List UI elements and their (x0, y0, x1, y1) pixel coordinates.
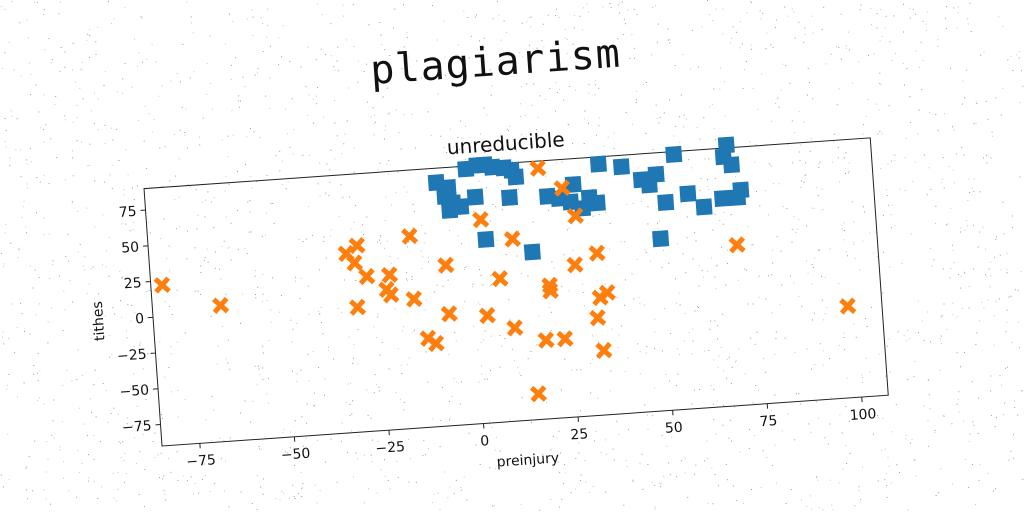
data-point-square (589, 155, 607, 173)
data-point-x (348, 298, 367, 316)
data-point-x (506, 319, 524, 337)
data-point-square (679, 185, 697, 203)
y-axis-ticks: −75 −50 −25 0 25 50 75 (117, 204, 161, 436)
x-tick-label: 75 (759, 413, 778, 430)
data-point-x (212, 296, 230, 314)
data-point-x (153, 276, 171, 294)
data-point-x (541, 282, 559, 300)
data-point-x (405, 290, 423, 308)
data-point-square (452, 198, 470, 216)
data-point-x (348, 236, 366, 255)
data-point-x (345, 254, 364, 272)
data-point-x (728, 236, 746, 254)
data-point-square (647, 165, 665, 183)
x-tick-label: −50 (280, 446, 311, 464)
y-axis-label: tithes (90, 301, 109, 342)
scatter-points (153, 136, 857, 403)
data-point-x (589, 309, 607, 327)
x-tick-label: 50 (664, 420, 683, 437)
x-tick-label: −25 (375, 439, 406, 457)
x-tick-label: 100 (849, 406, 877, 424)
data-point-x (537, 331, 555, 349)
data-point-x (598, 284, 616, 302)
data-point-square (713, 189, 731, 208)
data-point-square (722, 156, 741, 174)
chart-title: unreducible (446, 127, 565, 159)
y-tick-label: −50 (119, 382, 150, 400)
data-point-square (695, 198, 713, 216)
data-point-x (380, 266, 399, 284)
data-point-x (382, 286, 400, 304)
y-tick-label: 25 (123, 275, 142, 292)
chart-rotated-group: unreducible −75 −50 −25 0 25 50 75 100 −75 −50 −2… (90, 127, 889, 471)
data-point-x (472, 211, 490, 229)
data-point-square (466, 188, 484, 206)
x-tick-label: −75 (186, 452, 217, 470)
data-point-x (588, 244, 606, 262)
y-tick-label: 50 (121, 239, 140, 256)
data-point-x (503, 230, 522, 248)
data-point-x (529, 385, 548, 403)
data-point-x (440, 305, 458, 323)
data-point-square (652, 230, 670, 248)
data-point-square (564, 175, 582, 194)
data-point-square (717, 136, 735, 154)
data-point-square (657, 193, 675, 211)
data-point-square (500, 189, 519, 207)
x-tick-label: 25 (570, 426, 589, 443)
y-tick-label: −75 (122, 418, 153, 436)
y-tick-label: 75 (118, 204, 137, 221)
data-point-x (556, 330, 574, 348)
data-point-x (839, 297, 857, 315)
data-point-square (477, 230, 495, 248)
data-point-x (427, 334, 445, 353)
data-point-x (595, 341, 613, 360)
data-point-x (553, 179, 571, 197)
data-point-square (507, 168, 525, 186)
x-axis-ticks: −75 −50 −25 0 25 50 75 100 (186, 397, 877, 470)
data-point-square (665, 145, 683, 164)
data-point-x (529, 159, 547, 177)
data-point-x (437, 256, 455, 274)
data-point-x (566, 207, 585, 225)
y-tick-label: 0 (135, 311, 145, 328)
x-tick-label: 0 (480, 433, 490, 450)
data-point-x (566, 256, 584, 274)
data-point-square (612, 158, 630, 176)
data-point-x (491, 270, 509, 288)
data-point-square (732, 181, 750, 199)
y-tick-label: −25 (117, 347, 148, 365)
data-point-square (588, 194, 606, 212)
data-point-x (401, 227, 419, 245)
x-axis-label: preinjury (496, 450, 559, 470)
data-point-x (358, 267, 376, 286)
data-point-x (478, 306, 496, 325)
data-point-square (523, 243, 541, 261)
